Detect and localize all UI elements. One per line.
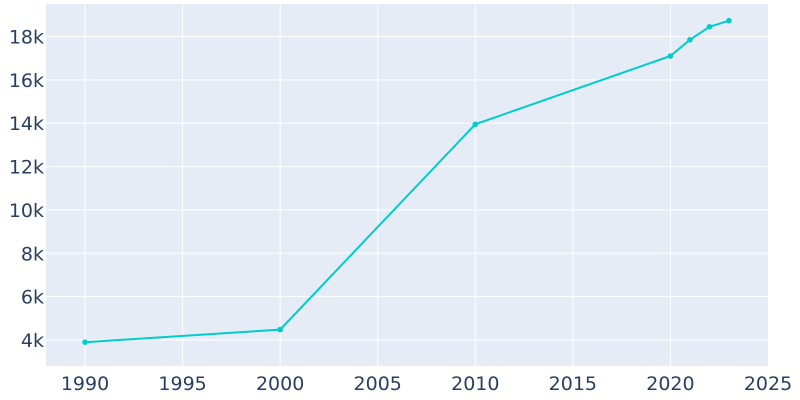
y-gridlines <box>46 36 768 341</box>
x-tick-label: 2010 <box>451 373 499 395</box>
data-point <box>726 17 732 24</box>
x-gridlines <box>84 4 671 366</box>
plot-area <box>46 4 768 366</box>
y-tick-label: 14k <box>9 113 44 135</box>
x-tick-label: 2005 <box>354 373 402 395</box>
data-point <box>706 23 713 30</box>
x-tick-label: 2020 <box>646 373 694 395</box>
y-tick-label: 18k <box>9 27 44 49</box>
y-tick-label: 4k <box>21 330 44 352</box>
data-point <box>82 339 88 345</box>
y-tick-label: 16k <box>9 70 44 92</box>
data-point <box>472 121 479 128</box>
y-axis-tick-labels: 4k 6k 8k 10k 12k 14k 16k 18k <box>9 27 44 352</box>
y-tick-label: 12k <box>9 157 44 179</box>
data-point <box>667 53 674 59</box>
data-point <box>687 36 693 43</box>
x-tick-label: 1995 <box>158 373 206 395</box>
y-tick-label: 6k <box>21 287 44 309</box>
x-tick-label: 1990 <box>61 373 109 395</box>
data-point <box>277 326 283 333</box>
x-axis-tick-labels: 1990 1995 2000 2005 2010 2015 2020 2025 <box>61 373 792 395</box>
data-markers <box>82 17 732 345</box>
y-tick-label: 8k <box>21 243 44 265</box>
x-tick-label: 2025 <box>744 373 792 395</box>
x-tick-label: 2000 <box>256 373 304 395</box>
y-tick-label: 10k <box>9 200 44 222</box>
x-tick-label: 2015 <box>549 373 597 395</box>
